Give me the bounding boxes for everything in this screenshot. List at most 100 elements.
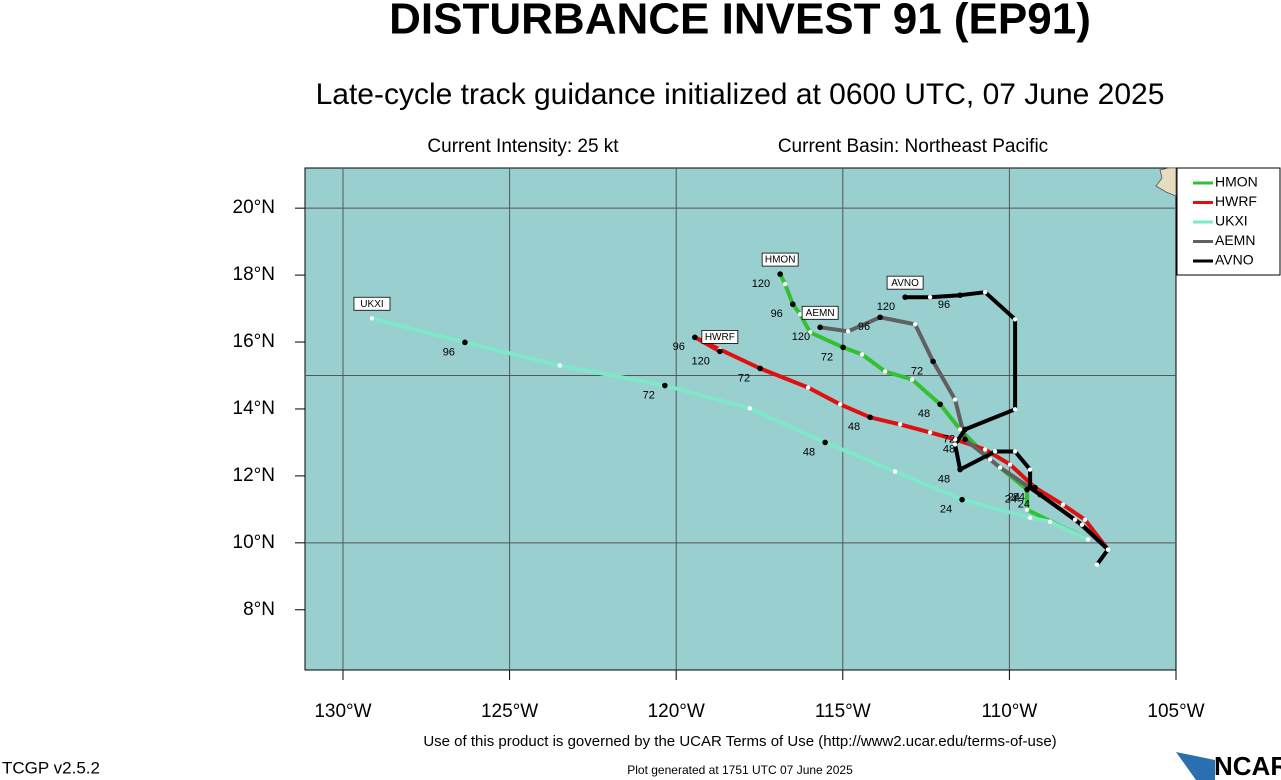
track-point	[892, 469, 898, 474]
track-point	[982, 447, 988, 452]
track-point	[369, 316, 375, 321]
track-point	[992, 449, 998, 454]
hour-label: 120	[792, 331, 810, 343]
track-point	[837, 402, 843, 407]
hour-label: 24	[940, 504, 952, 516]
y-tick-label: 16°N	[233, 331, 275, 352]
land	[1155, 167, 1177, 197]
logo-mark	[1176, 752, 1215, 780]
track-line	[692, 335, 1110, 551]
track-point	[1047, 519, 1053, 524]
hour-label: 96	[771, 308, 783, 320]
track-point	[462, 339, 468, 346]
hour-label: 48	[918, 408, 930, 420]
track-point	[962, 436, 968, 443]
y-tick-label: 8°N	[243, 599, 275, 620]
track-point	[927, 430, 933, 435]
track-point	[957, 427, 963, 432]
track-point	[797, 312, 803, 317]
track-point	[909, 377, 915, 382]
basin: Current Basin: Northeast Pacific	[778, 136, 1048, 157]
x-tick-label: 105°W	[1147, 701, 1204, 722]
track-point	[1079, 522, 1085, 527]
track-point	[912, 322, 918, 327]
track-point	[1085, 537, 1091, 542]
legend-label: HWRF	[1215, 193, 1257, 209]
track-point	[807, 330, 813, 335]
track-point	[1037, 491, 1043, 498]
track-point	[957, 292, 963, 298]
hour-label: 48	[848, 421, 860, 433]
track-name-box	[761, 252, 799, 267]
track-name: HWRF	[705, 332, 735, 343]
legend-entries: HMON HWRF UKXI AEMN AVNO	[1193, 174, 1258, 268]
track-point	[790, 301, 796, 308]
y-tick-label: 14°N	[233, 398, 275, 419]
track-point	[845, 329, 851, 334]
track-point	[1007, 462, 1013, 467]
track-point	[859, 352, 865, 357]
track-point	[1012, 407, 1018, 412]
track-point	[1105, 547, 1111, 552]
track-name-box	[801, 305, 839, 320]
logo: NCAR	[1214, 751, 1281, 780]
legend-label: AEMN	[1215, 232, 1255, 248]
track-point	[692, 334, 698, 341]
track-point	[930, 358, 936, 365]
track-name-box	[886, 275, 924, 290]
track-name: UKXI	[360, 299, 383, 310]
track-point	[882, 369, 888, 374]
hour-label: 96	[938, 299, 950, 311]
track-point	[982, 289, 988, 295]
track-name: HMON	[765, 255, 796, 266]
hour-label: 72	[911, 365, 923, 377]
track-name: AEMN	[806, 308, 835, 319]
x-tick-label: 125°W	[481, 701, 538, 722]
track-point	[747, 406, 753, 411]
track-point	[952, 442, 958, 447]
track-point	[952, 437, 958, 442]
grid	[305, 168, 1176, 670]
hour-label: 72	[821, 351, 833, 363]
track-point	[1060, 502, 1066, 507]
x-tick-label: 120°W	[648, 701, 705, 722]
track-point	[897, 422, 903, 427]
track-point	[957, 466, 963, 473]
track-point	[1072, 517, 1078, 522]
track-point	[867, 414, 873, 421]
track-point	[987, 457, 993, 462]
hour-label: 24	[1013, 492, 1025, 504]
hour-label: 48	[943, 443, 955, 455]
hour-label: 72	[943, 433, 955, 445]
hour-label: 96	[443, 346, 455, 358]
hour-label: 48	[803, 446, 815, 458]
track-point	[952, 397, 958, 402]
track-point	[557, 363, 563, 368]
track-point	[822, 439, 828, 446]
track-point	[757, 365, 763, 372]
track-point	[777, 271, 783, 277]
intensity: Current Intensity: 25 kt	[427, 136, 619, 157]
track-point	[959, 496, 965, 503]
track-line	[905, 290, 1110, 566]
track-name: AVNO	[891, 278, 919, 289]
track-point	[1012, 449, 1018, 454]
chart-subtitle: Late-cycle track guidance initialized at…	[316, 78, 1165, 111]
x-tick-label: 130°W	[314, 701, 371, 722]
track-point	[997, 465, 1003, 470]
version: TCGP v2.5.2	[2, 758, 100, 777]
track-point	[1027, 484, 1033, 491]
y-tick-label: 10°N	[233, 532, 275, 553]
hour-label: 96	[673, 341, 685, 353]
track-point	[1032, 484, 1038, 491]
legend-label: UKXI	[1215, 213, 1248, 229]
hour-label: 120	[691, 355, 709, 367]
track-point	[1094, 562, 1100, 567]
track-point	[962, 426, 968, 433]
hour-label: 48	[938, 473, 950, 485]
hour-label: 120	[877, 301, 895, 313]
plot-area	[304, 167, 1177, 671]
y-tick-label: 20°N	[233, 197, 275, 218]
